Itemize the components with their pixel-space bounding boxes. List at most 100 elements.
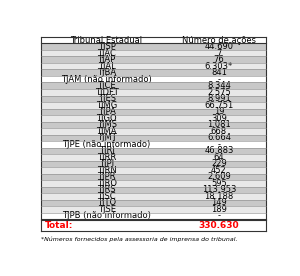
Text: 229: 229 [211, 159, 227, 168]
Text: TJPB (não informado): TJPB (não informado) [62, 211, 151, 220]
Bar [172, 108, 266, 115]
Text: -: - [218, 75, 220, 84]
Bar [41, 206, 172, 213]
Bar [172, 57, 266, 63]
Bar [41, 57, 172, 63]
Text: TJPE (não informado): TJPE (não informado) [62, 140, 151, 149]
Text: Número de ações: Número de ações [182, 36, 256, 45]
Text: 2.575: 2.575 [207, 88, 231, 97]
Bar [172, 161, 266, 167]
Text: 8.344: 8.344 [207, 81, 231, 90]
Text: TJGO: TJGO [96, 114, 117, 123]
Text: TJMA: TJMA [96, 127, 117, 136]
Bar [41, 187, 172, 193]
Text: 309: 309 [211, 114, 227, 123]
Text: TJBA: TJBA [97, 68, 116, 77]
Bar [41, 121, 172, 128]
Text: TJRO: TJRO [97, 179, 117, 188]
Text: 113.953: 113.953 [202, 185, 236, 194]
Text: Total:: Total: [45, 221, 74, 230]
Bar [172, 115, 266, 121]
Text: -: - [218, 211, 220, 220]
Bar [172, 154, 266, 161]
Text: TJES: TJES [98, 94, 116, 103]
Bar [172, 141, 266, 148]
Text: 18.188: 18.188 [204, 192, 234, 201]
Text: TJSE: TJSE [98, 205, 116, 214]
Text: 841: 841 [211, 68, 227, 77]
Bar [41, 200, 172, 206]
Bar [41, 161, 172, 167]
Bar [172, 148, 266, 154]
Text: TJAC: TJAC [97, 49, 116, 58]
Text: 1.081: 1.081 [207, 120, 231, 129]
Text: TJMG: TJMG [96, 101, 117, 110]
Bar [172, 63, 266, 70]
Bar [41, 50, 172, 57]
Text: TJMS: TJMS [97, 120, 117, 129]
Bar [41, 76, 172, 83]
Bar [172, 44, 266, 50]
Bar [172, 180, 266, 187]
Text: 595: 595 [211, 179, 227, 188]
Bar [41, 83, 172, 89]
Text: TJTO: TJTO [97, 198, 116, 207]
Text: TJPR: TJPR [97, 172, 116, 181]
Text: TJSP: TJSP [98, 42, 116, 51]
Bar [41, 141, 172, 148]
Bar [172, 206, 266, 213]
Bar [172, 121, 266, 128]
Bar [41, 174, 172, 180]
Text: TJRR: TJRR [97, 153, 116, 162]
Bar [41, 89, 172, 95]
Text: TJCE: TJCE [97, 81, 116, 90]
Bar [172, 102, 266, 108]
Text: 66.751: 66.751 [204, 101, 234, 110]
Text: 452: 452 [211, 166, 227, 175]
Bar [172, 134, 266, 141]
Bar [172, 83, 266, 89]
Bar [41, 193, 172, 200]
Text: TJAP: TJAP [98, 55, 116, 64]
Text: TJAL: TJAL [98, 62, 116, 71]
Text: -: - [218, 140, 220, 149]
Text: TJPI: TJPI [99, 159, 114, 168]
Bar [172, 37, 266, 44]
Bar [172, 95, 266, 102]
Bar [41, 95, 172, 102]
Text: TJSC: TJSC [97, 192, 116, 201]
Text: 6.303*: 6.303* [205, 62, 233, 71]
Text: 668: 668 [211, 127, 227, 136]
Text: TJRS: TJRS [97, 185, 116, 194]
Bar [172, 76, 266, 83]
Text: TJAM (não informado): TJAM (não informado) [61, 75, 152, 84]
Text: 330.630: 330.630 [199, 221, 239, 230]
Text: 6.664: 6.664 [207, 133, 231, 142]
Bar [172, 128, 266, 134]
Text: 149: 149 [211, 198, 227, 207]
Bar [172, 50, 266, 57]
Text: *Números fornecidos pela assessoria de imprensa do tribunal.: *Números fornecidos pela assessoria de i… [41, 237, 238, 242]
Bar [172, 193, 266, 200]
Bar [172, 167, 266, 174]
Bar [41, 44, 172, 50]
Text: Tribunal Estadual: Tribunal Estadual [70, 36, 142, 45]
Bar [172, 89, 266, 95]
Bar [41, 108, 172, 115]
Bar [41, 37, 172, 44]
Text: 76: 76 [214, 55, 224, 64]
Text: 8.991: 8.991 [207, 94, 231, 103]
Bar [41, 167, 172, 174]
Bar [41, 220, 172, 231]
Bar [41, 213, 172, 219]
Bar [172, 70, 266, 76]
Bar [172, 220, 266, 231]
Bar [41, 63, 172, 70]
Text: TJPA: TJPA [98, 107, 116, 116]
Text: 2.609: 2.609 [207, 172, 231, 181]
Bar [41, 128, 172, 134]
Bar [41, 70, 172, 76]
Bar [41, 134, 172, 141]
Text: 64: 64 [214, 153, 224, 162]
Bar [172, 213, 266, 219]
